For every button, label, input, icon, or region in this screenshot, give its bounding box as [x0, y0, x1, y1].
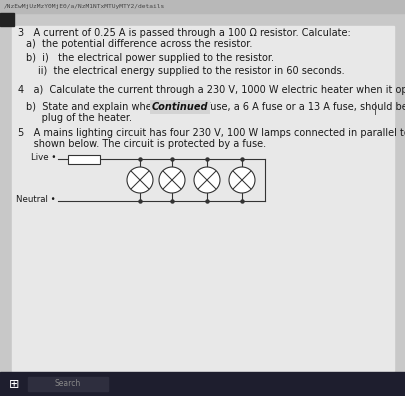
Bar	[0, 372, 405, 396]
Circle shape	[159, 167, 185, 193]
Text: ii)  the electrical energy supplied to the resistor in 60 seconds.: ii) the electrical energy supplied to th…	[38, 66, 344, 76]
Text: 4   a)  Calculate the current through a 230 V, 1000 W electric heater when it op: 4 a) Calculate the current through a 230…	[18, 85, 405, 95]
Text: b)  State and explain when use S3 A fuse, a 6 A fuse or a 13 A fuse, should be f: b) State and explain when use S3 A fuse,…	[26, 102, 405, 112]
Text: Continued: Continued	[151, 102, 208, 112]
Text: shown below. The circuit is protected by a fuse.: shown below. The circuit is protected by…	[18, 139, 265, 149]
Bar	[68, 154, 100, 164]
Text: b)  i)   the electrical power supplied to the resistor.: b) i) the electrical power supplied to t…	[26, 53, 273, 63]
Text: Search: Search	[55, 379, 81, 388]
Text: Live •: Live •	[30, 154, 56, 162]
Text: 5   A mains lighting circuit has four 230 V, 100 W lamps connected in parallel t: 5 A mains lighting circuit has four 230 …	[18, 128, 405, 138]
Text: /NzEwMjUzMzY0MjE0/a/NzM1NTxMTUyMTY2/details: /NzEwMjUzMzY0MjE0/a/NzM1NTxMTUyMTY2/deta…	[4, 4, 165, 9]
Text: a)  the potential difference across the resistor.: a) the potential difference across the r…	[26, 39, 252, 49]
Circle shape	[194, 167, 220, 193]
Bar	[0, 0, 405, 13]
Text: 3   A current of 0.25 A is passed through a 100 Ω resistor. Calculate:: 3 A current of 0.25 A is passed through …	[18, 28, 350, 38]
Bar	[12, 26, 393, 371]
Text: Neutral •: Neutral •	[16, 196, 56, 204]
Text: plug of the heater.: plug of the heater.	[26, 113, 132, 123]
Bar	[28, 377, 108, 391]
Text: ⊞: ⊞	[9, 377, 19, 390]
Circle shape	[228, 167, 254, 193]
Bar	[0, 13, 14, 26]
Circle shape	[127, 167, 153, 193]
